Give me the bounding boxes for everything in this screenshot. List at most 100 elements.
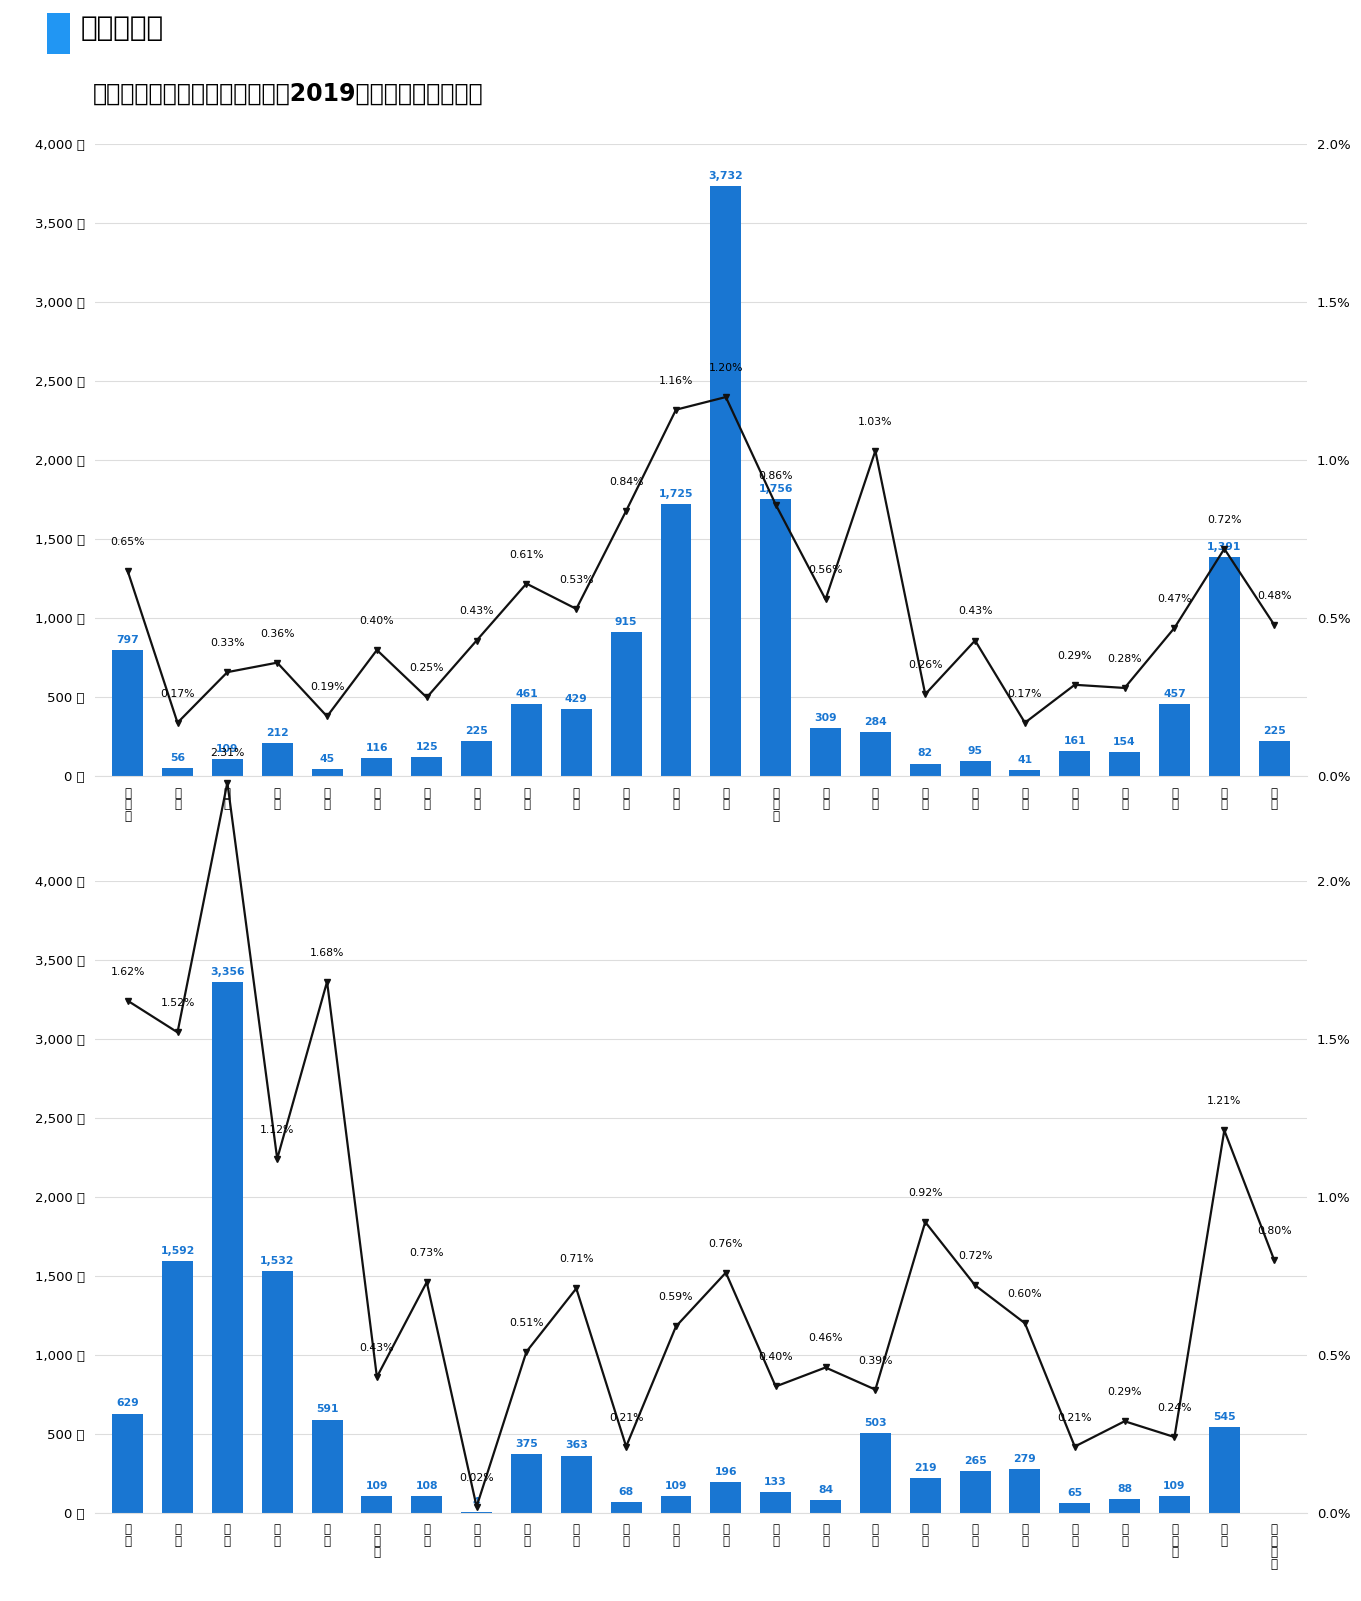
Bar — [761, 500, 791, 776]
Text: 0.39%: 0.39% — [859, 1356, 893, 1366]
Text: 65: 65 — [1067, 1487, 1082, 1497]
Text: 45: 45 — [320, 754, 335, 764]
Text: 0.47%: 0.47% — [1157, 594, 1192, 604]
Text: 0.29%: 0.29% — [1057, 650, 1092, 661]
Text: 都道府県別: 都道府県別 — [80, 14, 163, 42]
Text: 1.16%: 1.16% — [659, 376, 693, 386]
Bar — [510, 1454, 542, 1513]
Bar — [761, 1492, 791, 1513]
Bar — [510, 703, 542, 776]
Bar — [362, 1495, 392, 1513]
Text: 0.56%: 0.56% — [808, 565, 842, 575]
Bar — [1010, 1468, 1040, 1513]
Text: 1.52%: 1.52% — [161, 999, 195, 1009]
Text: 0.43%: 0.43% — [460, 607, 494, 616]
Text: 225: 225 — [1263, 725, 1286, 736]
Bar — [1160, 1495, 1190, 1513]
Bar — [1059, 1503, 1090, 1513]
Text: 0.17%: 0.17% — [1007, 688, 1043, 698]
Bar — [611, 1502, 641, 1513]
Text: 154: 154 — [1113, 736, 1136, 748]
Text: 225: 225 — [465, 725, 489, 736]
Bar — [461, 741, 493, 776]
Text: 0.21%: 0.21% — [1057, 1412, 1092, 1423]
Text: 82: 82 — [917, 748, 932, 759]
Text: 0.72%: 0.72% — [958, 1252, 992, 1262]
Text: 1.20%: 1.20% — [709, 363, 743, 373]
Bar — [960, 1471, 991, 1513]
Text: 109: 109 — [216, 744, 238, 754]
Text: 1,532: 1,532 — [260, 1255, 294, 1266]
Text: 0.25%: 0.25% — [410, 663, 444, 674]
Text: 284: 284 — [864, 717, 887, 727]
Text: 279: 279 — [1014, 1454, 1036, 1463]
Bar — [112, 650, 143, 776]
Text: 0.84%: 0.84% — [608, 477, 644, 487]
Text: 0.29%: 0.29% — [1108, 1386, 1142, 1398]
Bar — [1209, 1426, 1240, 1513]
Text: 109: 109 — [664, 1481, 687, 1491]
Text: 0.80%: 0.80% — [1256, 1226, 1292, 1236]
Text: 0.19%: 0.19% — [310, 682, 344, 692]
Bar — [1059, 751, 1090, 776]
Text: 0.92%: 0.92% — [908, 1188, 942, 1198]
Text: 0.86%: 0.86% — [758, 471, 793, 480]
Bar — [810, 1500, 841, 1513]
Bar — [411, 757, 442, 776]
Text: 1,725: 1,725 — [659, 488, 693, 498]
Text: 429: 429 — [565, 693, 588, 703]
Text: 915: 915 — [615, 616, 637, 626]
Text: 1.21%: 1.21% — [1207, 1097, 1241, 1106]
Text: 545: 545 — [1213, 1412, 1236, 1422]
Text: 3,732: 3,732 — [709, 171, 743, 181]
Text: 0.59%: 0.59% — [659, 1292, 693, 1302]
Text: 108: 108 — [415, 1481, 438, 1491]
Text: 219: 219 — [915, 1463, 936, 1473]
Bar — [860, 732, 891, 776]
Text: 1,592: 1,592 — [161, 1246, 195, 1257]
Text: 0.46%: 0.46% — [808, 1334, 842, 1343]
Text: 1.62%: 1.62% — [110, 967, 144, 977]
Bar — [909, 764, 940, 776]
Text: 461: 461 — [514, 688, 538, 698]
Text: 265: 265 — [964, 1455, 987, 1467]
Text: 0.43%: 0.43% — [958, 607, 992, 616]
Bar — [710, 1483, 742, 1513]
Text: 457: 457 — [1164, 688, 1185, 700]
Text: 95: 95 — [968, 746, 983, 756]
Text: 2.31%: 2.31% — [210, 749, 245, 759]
Bar — [860, 1433, 891, 1513]
Bar — [162, 767, 193, 776]
Text: 88: 88 — [1117, 1484, 1132, 1494]
Text: 0.43%: 0.43% — [359, 1343, 395, 1353]
Bar — [362, 759, 392, 776]
Text: 84: 84 — [818, 1484, 833, 1495]
Text: 0.51%: 0.51% — [509, 1318, 543, 1327]
Bar — [660, 1495, 691, 1513]
Text: 212: 212 — [265, 728, 289, 738]
Text: 196: 196 — [715, 1467, 738, 1476]
Bar — [312, 770, 343, 776]
Text: 375: 375 — [514, 1439, 538, 1449]
Text: 109: 109 — [366, 1481, 388, 1491]
Bar — [1160, 704, 1190, 776]
Text: 0.33%: 0.33% — [210, 639, 245, 648]
Bar — [1010, 770, 1040, 776]
Text: 309: 309 — [814, 712, 837, 722]
Text: 591: 591 — [316, 1404, 339, 1414]
Text: 0.61%: 0.61% — [509, 549, 543, 560]
Bar — [710, 186, 742, 776]
Text: 海外留学生数と海外留学生率　2019年度（令和元年度）: 海外留学生数と海外留学生率 2019年度（令和元年度） — [94, 82, 485, 106]
Text: 56: 56 — [170, 752, 185, 762]
Bar — [411, 1495, 442, 1513]
Text: 161: 161 — [1063, 736, 1086, 746]
Text: 41: 41 — [1018, 756, 1033, 765]
Bar — [162, 1262, 193, 1513]
Bar — [1109, 1499, 1141, 1513]
Text: 4: 4 — [472, 1497, 480, 1507]
Text: 133: 133 — [765, 1476, 787, 1487]
Text: 0.02%: 0.02% — [459, 1473, 494, 1483]
Text: 0.40%: 0.40% — [359, 616, 395, 626]
Text: 125: 125 — [415, 741, 438, 751]
Bar — [611, 632, 641, 776]
